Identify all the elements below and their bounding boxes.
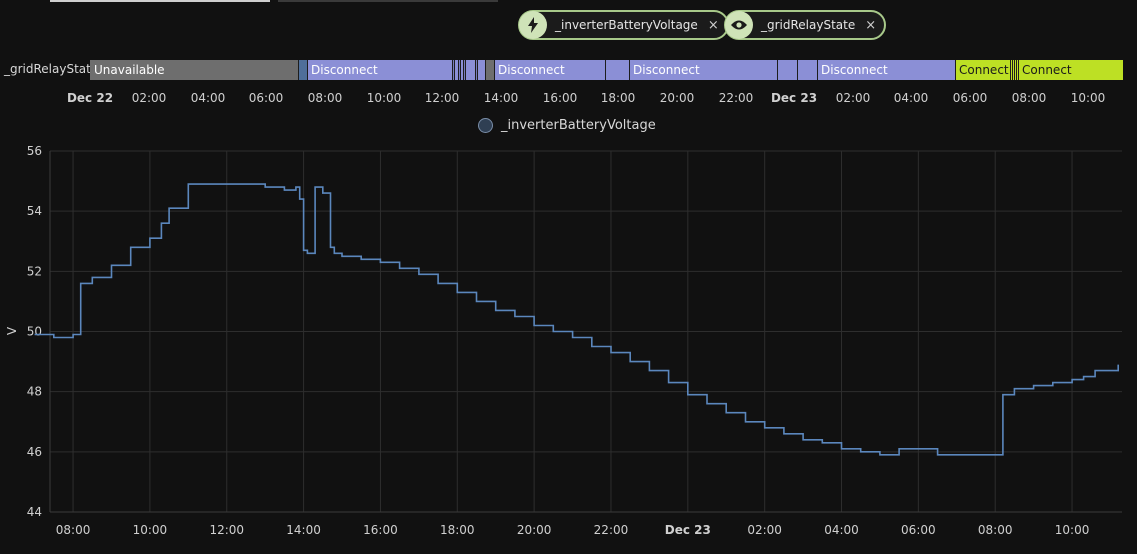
timeline-tick-label: 08:00 [307, 91, 343, 105]
timeline-divider [1012, 60, 1013, 80]
timeline-divider [458, 60, 459, 80]
timeline-tick-label: 16:00 [542, 91, 578, 105]
timeline-divider [477, 60, 478, 80]
timeline-divider [1010, 60, 1011, 80]
timeline-tick-label: 10:00 [366, 91, 402, 105]
timeline-divider [298, 60, 299, 80]
timeline-divider [307, 60, 308, 80]
timeline-tick-label: 02:00 [835, 91, 871, 105]
chip-label: _inverterBatteryVoltage [555, 18, 698, 32]
state-timeline[interactable]: Unavailable Disconnect Disconnect Disconnec… [90, 60, 1123, 80]
timeline-tick-label: 06:00 [248, 91, 284, 105]
top-input-underline-secondary[interactable] [278, 0, 498, 2]
entity-chip-grid-relay-state[interactable]: _gridRelayState × [724, 10, 887, 40]
timeline-segment[interactable]: Connect [1018, 60, 1123, 80]
timeline-tick-label: 08:00 [1011, 91, 1047, 105]
timeline-divider [1018, 60, 1019, 80]
timeline-segment[interactable]: Disconnect [629, 60, 777, 80]
timeline-tick-label: 06:00 [952, 91, 988, 105]
x-tick-label: 04:00 [824, 523, 859, 537]
timeline-divider [465, 60, 466, 80]
timeline-divider [1014, 60, 1015, 80]
y-tick-label: 46 [27, 445, 42, 459]
timeline-divider [452, 60, 453, 80]
y-tick-label: 52 [27, 264, 42, 278]
timeline-divider [629, 60, 630, 80]
timeline-segment[interactable]: Unavailable [90, 60, 298, 80]
timeline-segment[interactable] [477, 60, 485, 80]
legend-series-swatch [478, 118, 493, 133]
timeline-divider [1016, 60, 1017, 80]
timeline-divider [485, 60, 486, 80]
timeline-divider [463, 60, 464, 80]
timeline-segment[interactable] [460, 60, 464, 80]
timeline-segment[interactable] [298, 60, 307, 80]
timeline-divider [777, 60, 778, 80]
eye-icon [725, 11, 753, 39]
timeline-segment[interactable] [777, 60, 797, 80]
timeline-divider [475, 60, 476, 80]
timeline-tick-label: 12:00 [424, 91, 460, 105]
timeline-tick-label: 20:00 [659, 91, 695, 105]
timeline-divider [454, 60, 455, 80]
timeline-segment[interactable]: Disconnect [494, 60, 605, 80]
close-icon[interactable]: × [865, 17, 877, 33]
x-tick-label: 12:00 [209, 523, 244, 537]
x-tick-label: 10:00 [133, 523, 168, 537]
timeline-divider [817, 60, 818, 80]
chip-label: _gridRelayState [761, 18, 856, 32]
y-tick-label: 54 [27, 204, 42, 218]
timeline-segment[interactable] [454, 60, 458, 80]
x-tick-label: 14:00 [286, 523, 321, 537]
timeline-tick-label: 10:00 [1070, 91, 1106, 105]
timeline-divider [460, 60, 461, 80]
timeline-tick-label: 04:00 [190, 91, 226, 105]
timeline-segment[interactable] [485, 60, 494, 80]
series-line-inverter-battery-voltage[interactable] [34, 183, 1119, 456]
x-tick-label: 18:00 [440, 523, 475, 537]
timeline-tick-label: Dec 23 [770, 91, 818, 105]
timeline-tick-label: 18:00 [600, 91, 636, 105]
timeline-tick-label: 22:00 [718, 91, 754, 105]
x-tick-label: 06:00 [901, 523, 936, 537]
timeline-segment[interactable]: Connect [955, 60, 1010, 80]
legend-series-label: _inverterBatteryVoltage [501, 118, 656, 133]
timeline-tick-label: 04:00 [893, 91, 929, 105]
x-tick-label: 20:00 [517, 523, 552, 537]
entity-chip-inverter-battery-voltage[interactable]: _inverterBatteryVoltage × [518, 10, 729, 40]
y-tick-label: 48 [27, 385, 42, 399]
x-tick-label: 22:00 [594, 523, 629, 537]
y-tick-label: 56 [27, 144, 42, 158]
lightning-icon [519, 11, 547, 39]
timeline-tick-label: 02:00 [131, 91, 167, 105]
top-input-underline[interactable] [50, 0, 270, 2]
timeline-segment[interactable]: Disconnect [817, 60, 955, 80]
y-tick-label: 50 [27, 325, 42, 339]
timeline-divider [605, 60, 606, 80]
x-tick-label: 10:00 [1055, 523, 1090, 537]
y-tick-label: 44 [27, 505, 42, 519]
timeline-divider [494, 60, 495, 80]
x-tick-label: 08:00 [978, 523, 1013, 537]
chart-legend[interactable]: _inverterBatteryVoltage [478, 118, 656, 133]
timeline-entity-label: _gridRelayState [4, 62, 99, 76]
timeline-segment[interactable]: Disconnect [307, 60, 452, 80]
x-tick-label: Dec 23 [665, 523, 711, 537]
timeline-tick-label: Dec 22 [66, 91, 114, 105]
x-tick-label: 08:00 [56, 523, 91, 537]
timeline-divider [797, 60, 798, 80]
x-tick-label: 16:00 [363, 523, 398, 537]
timeline-segment[interactable] [465, 60, 475, 80]
timeline-segment[interactable] [605, 60, 629, 80]
timeline-divider [955, 60, 956, 80]
timeline-tick-label: 14:00 [483, 91, 519, 105]
timeline-segment[interactable] [797, 60, 817, 80]
y-axis-label: V [5, 326, 19, 335]
x-tick-label: 02:00 [747, 523, 782, 537]
close-icon[interactable]: × [707, 17, 719, 33]
